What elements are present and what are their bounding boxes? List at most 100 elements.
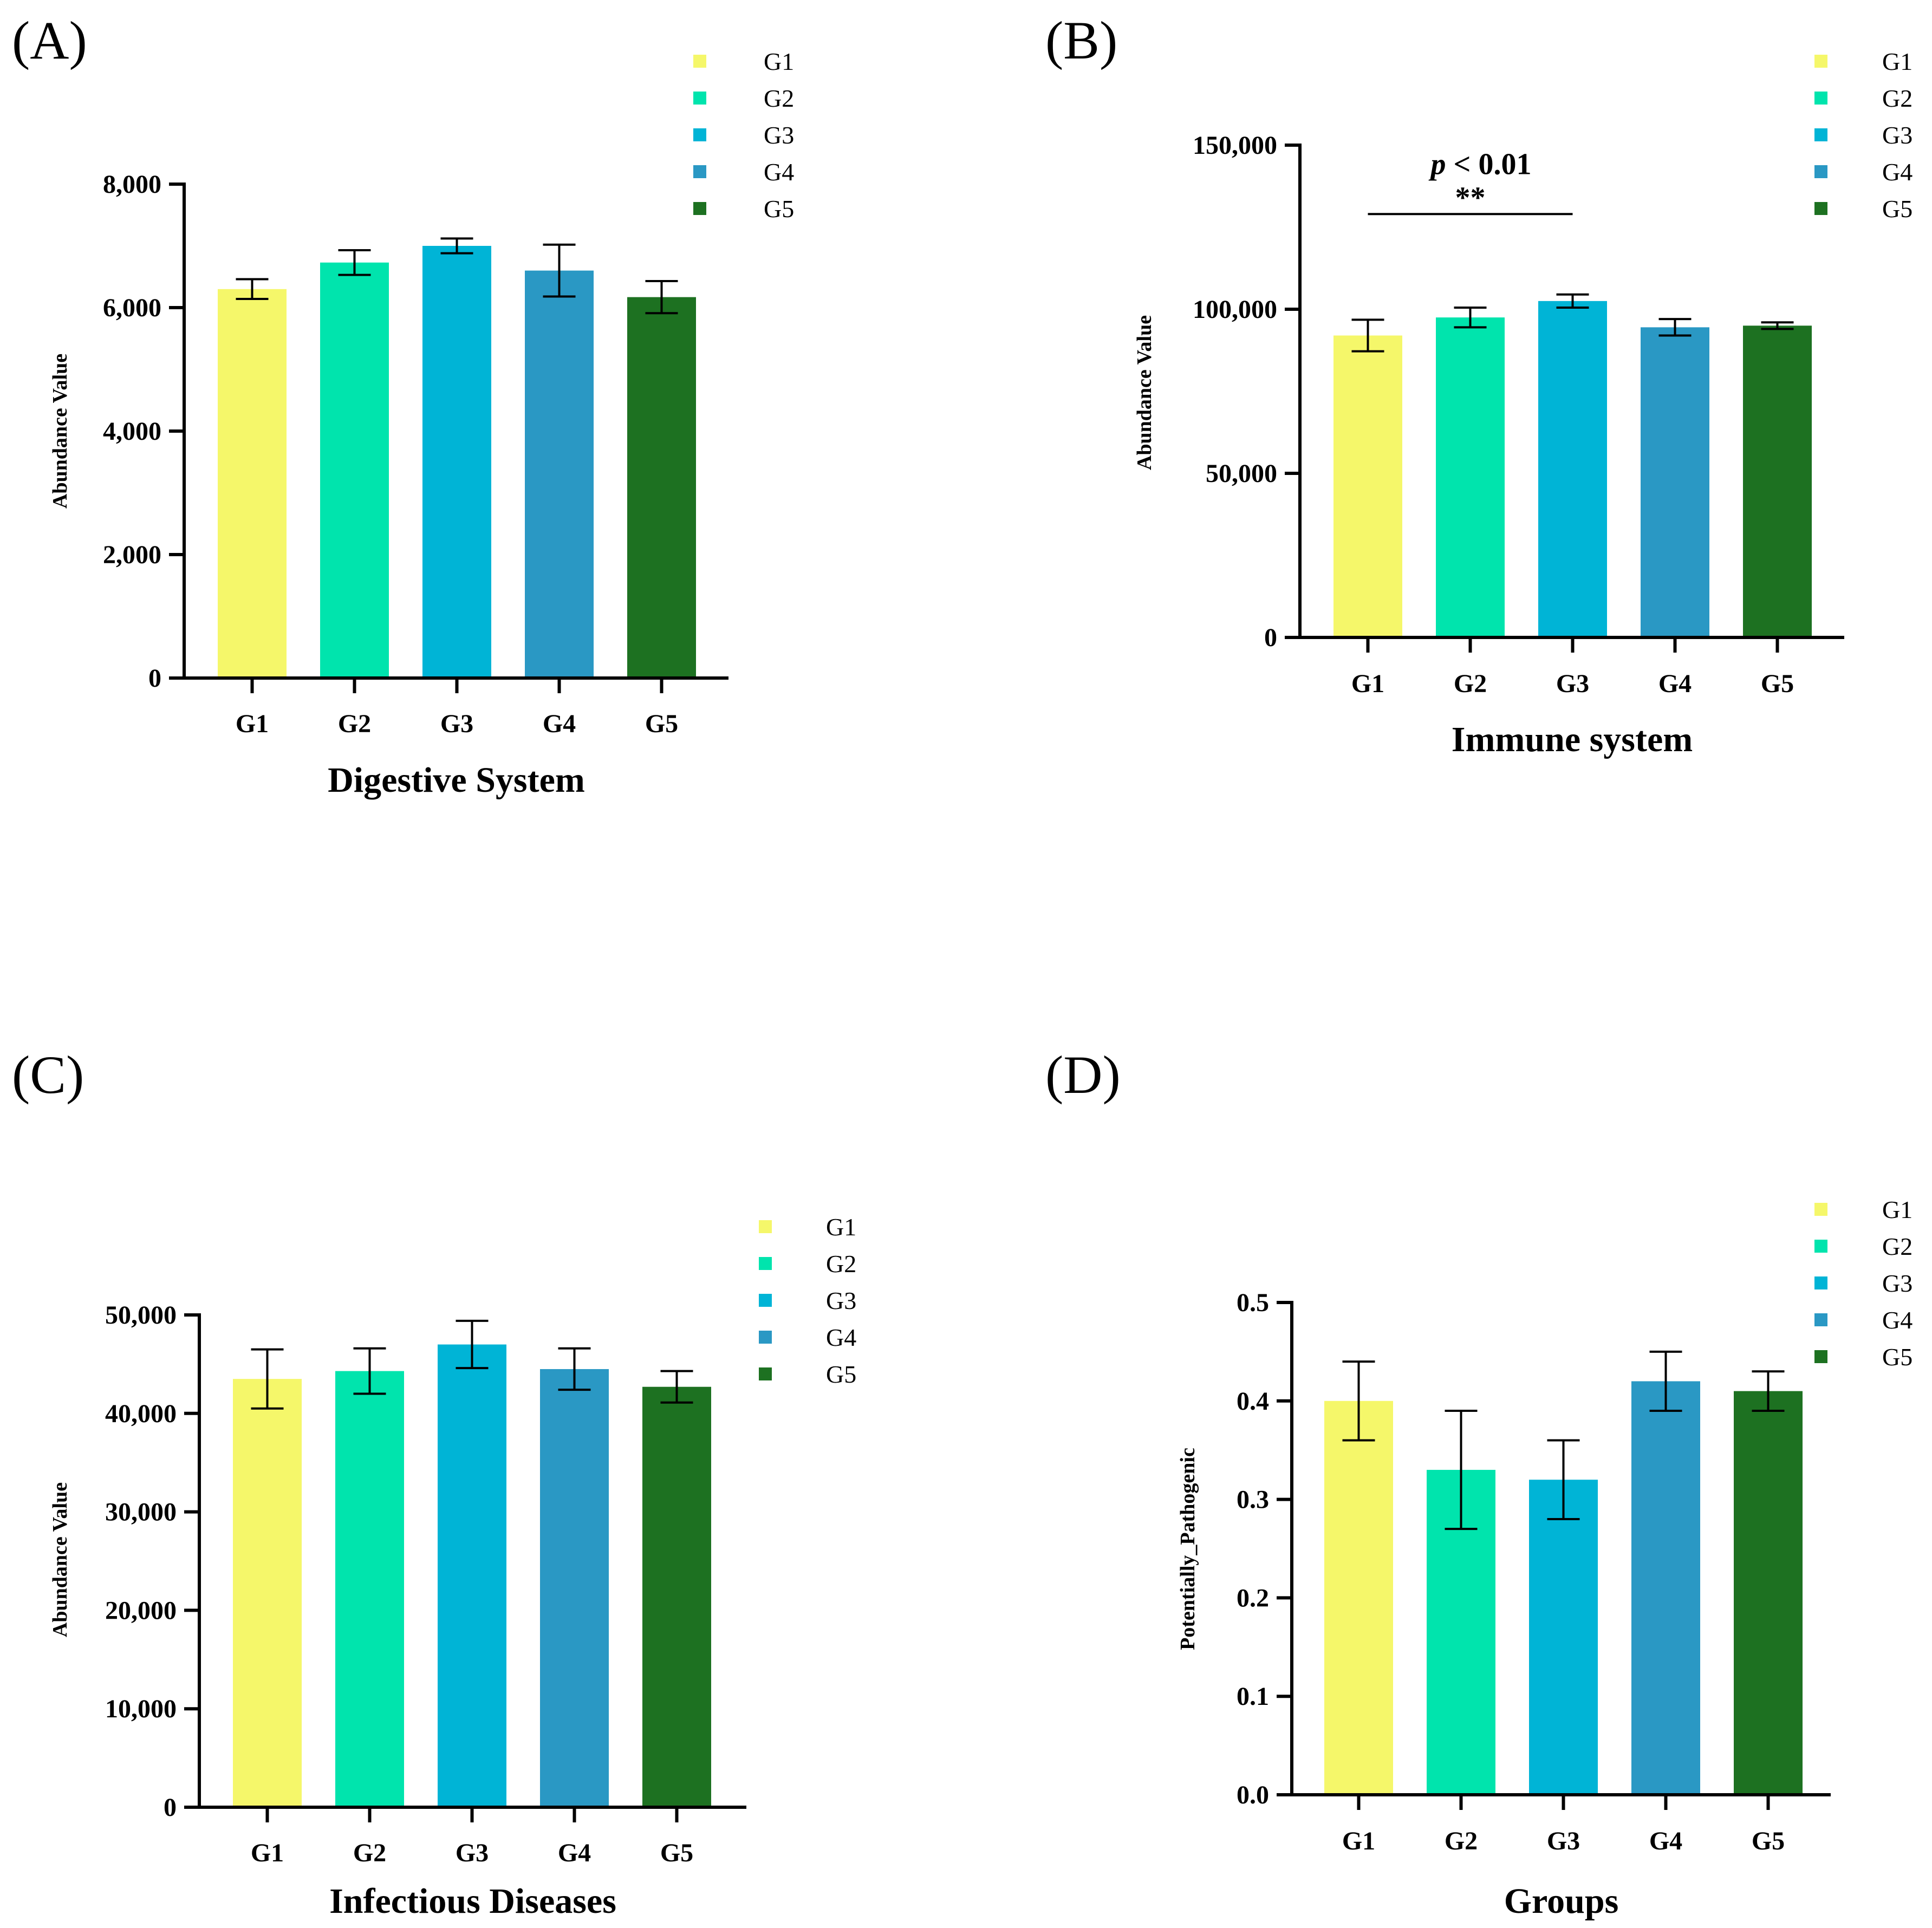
y-tick-label: 30,000 <box>105 1498 177 1527</box>
legend: G1 G2 G3 G4 G5 <box>1814 1196 1913 1371</box>
error-bar-g2 <box>1454 306 1487 329</box>
legend-swatch-g4 <box>1814 1313 1827 1326</box>
legend-label-g4: G4 <box>1882 1306 1913 1334</box>
y-axis-label: Abundance Value <box>1133 315 1156 470</box>
x-axis-label: Groups <box>1504 1881 1619 1921</box>
x-tick-label: G4 <box>1658 669 1692 698</box>
x-axis-label: Digestive System <box>328 760 585 800</box>
legend-swatch-g5 <box>693 202 706 215</box>
legend-label-g3: G3 <box>1882 1269 1913 1297</box>
legend-swatch-g2 <box>1814 1240 1827 1253</box>
p-value-label: p < 0.01 <box>1429 147 1532 181</box>
error-bar-g5 <box>660 1370 693 1404</box>
significance-annotation: p < 0.01** <box>1368 147 1573 216</box>
bar-g1 <box>1324 1401 1393 1795</box>
y-tick-label: 0.2 <box>1237 1584 1269 1612</box>
error-bar-g1 <box>251 1348 284 1410</box>
bar-g3 <box>438 1344 506 1807</box>
bar-g1 <box>233 1379 302 1807</box>
legend-label-g1: G1 <box>1882 48 1913 75</box>
legend-label-g4: G4 <box>826 1324 856 1351</box>
panel-letter: (D) <box>1045 1045 1121 1105</box>
error-bar-g2 <box>1445 1409 1478 1530</box>
y-tick-label: 0.1 <box>1237 1682 1269 1711</box>
y-tick-label: 0 <box>164 1793 177 1822</box>
bar-g3 <box>422 246 491 678</box>
error-bar-g5 <box>645 279 678 315</box>
chart-panel-b: (B) G1 G2 G3 G4 G5 0 50,000 100,000 150,000 Immune… <box>1045 10 1913 759</box>
bar-g3 <box>1538 301 1607 637</box>
y-tick-label: 50,000 <box>1206 459 1277 488</box>
error-bar-g3 <box>440 237 473 255</box>
error-bar-g5 <box>1752 1370 1785 1412</box>
error-bar-g4 <box>1658 318 1692 337</box>
legend-swatch-g2 <box>693 92 706 105</box>
legend-label-g1: G1 <box>764 48 794 75</box>
bar-g4 <box>525 270 594 679</box>
y-tick-label: 4,000 <box>103 417 161 446</box>
error-bar-g4 <box>558 1347 591 1391</box>
y-tick-label: 0 <box>1264 623 1277 652</box>
y-tick-label: 40,000 <box>105 1399 177 1428</box>
y-axis-label: Potentially_Pathogenic <box>1176 1448 1199 1650</box>
bar-g2 <box>320 262 389 678</box>
error-bar-g2 <box>353 1347 386 1395</box>
legend: G1 G2 G3 G4 G5 <box>759 1213 856 1388</box>
legend-swatch-g3 <box>693 128 706 141</box>
legend-label-g3: G3 <box>1882 121 1913 149</box>
legend-swatch-g3 <box>1814 1276 1827 1289</box>
y-tick-label: 0.5 <box>1237 1288 1269 1317</box>
legend-label-g5: G5 <box>1882 1343 1913 1371</box>
chart-panel-c: (C) G1 G2 G3 G4 G5 0 10,000 20,000 30,000 40,000 50… <box>12 1045 856 1921</box>
x-tick-label: G3 <box>456 1839 489 1867</box>
y-tick-label: 8,000 <box>103 170 161 199</box>
legend-swatch-g2 <box>1814 92 1827 105</box>
x-tick-label: G5 <box>1761 669 1794 698</box>
legend-label-g5: G5 <box>764 195 794 223</box>
x-tick-label: G1 <box>251 1839 284 1867</box>
legend-label-g4: G4 <box>764 158 794 186</box>
y-tick-label: 0.3 <box>1237 1486 1269 1514</box>
x-axis-label: Immune system <box>1452 720 1693 759</box>
error-bar-g3 <box>1547 1439 1580 1520</box>
legend-label-g2: G2 <box>1882 84 1913 112</box>
y-tick-label: 150,000 <box>1193 131 1277 160</box>
x-tick-label: G2 <box>353 1839 386 1867</box>
bar-g5 <box>627 297 696 678</box>
y-tick-label: 2,000 <box>103 540 161 569</box>
legend-label-g3: G3 <box>764 121 794 149</box>
legend-swatch-g1 <box>693 55 706 68</box>
x-tick-label: G3 <box>440 709 473 738</box>
x-tick-label: G4 <box>1649 1827 1682 1855</box>
legend-swatch-g4 <box>693 165 706 178</box>
legend: G1 G2 G3 G4 G5 <box>693 48 794 223</box>
legend-swatch-g1 <box>759 1220 772 1233</box>
legend-label-g2: G2 <box>764 84 794 112</box>
y-axis-label: Abundance Value <box>49 354 71 509</box>
legend-label-g4: G4 <box>1882 158 1913 186</box>
legend-swatch-g1 <box>1814 1203 1827 1216</box>
bar-g4 <box>540 1369 609 1807</box>
legend-swatch-g3 <box>759 1294 772 1307</box>
legend-label-g2: G2 <box>1882 1233 1913 1260</box>
x-tick-label: G3 <box>1547 1827 1580 1855</box>
error-bar-g5 <box>1761 321 1794 330</box>
x-tick-label: G1 <box>1351 669 1384 698</box>
x-tick-label: G2 <box>338 709 371 738</box>
legend-swatch-g4 <box>759 1331 772 1344</box>
x-tick-label: G4 <box>558 1839 591 1867</box>
bar-g3 <box>1529 1480 1598 1795</box>
x-tick-label: G2 <box>1454 669 1487 698</box>
x-tick-label: G5 <box>1752 1827 1785 1855</box>
panel-letter: (A) <box>12 10 87 70</box>
x-tick-label: G3 <box>1556 669 1589 698</box>
panel-letter: (C) <box>12 1045 84 1105</box>
error-bar-g1 <box>236 278 269 301</box>
error-bar-g2 <box>338 249 371 276</box>
bar-g5 <box>1734 1391 1803 1795</box>
legend-label-g1: G1 <box>1882 1196 1913 1223</box>
bar-g2 <box>1436 317 1505 637</box>
error-bar-g3 <box>1556 293 1589 309</box>
panel-letter: (B) <box>1045 10 1117 70</box>
y-tick-label: 20,000 <box>105 1596 177 1625</box>
